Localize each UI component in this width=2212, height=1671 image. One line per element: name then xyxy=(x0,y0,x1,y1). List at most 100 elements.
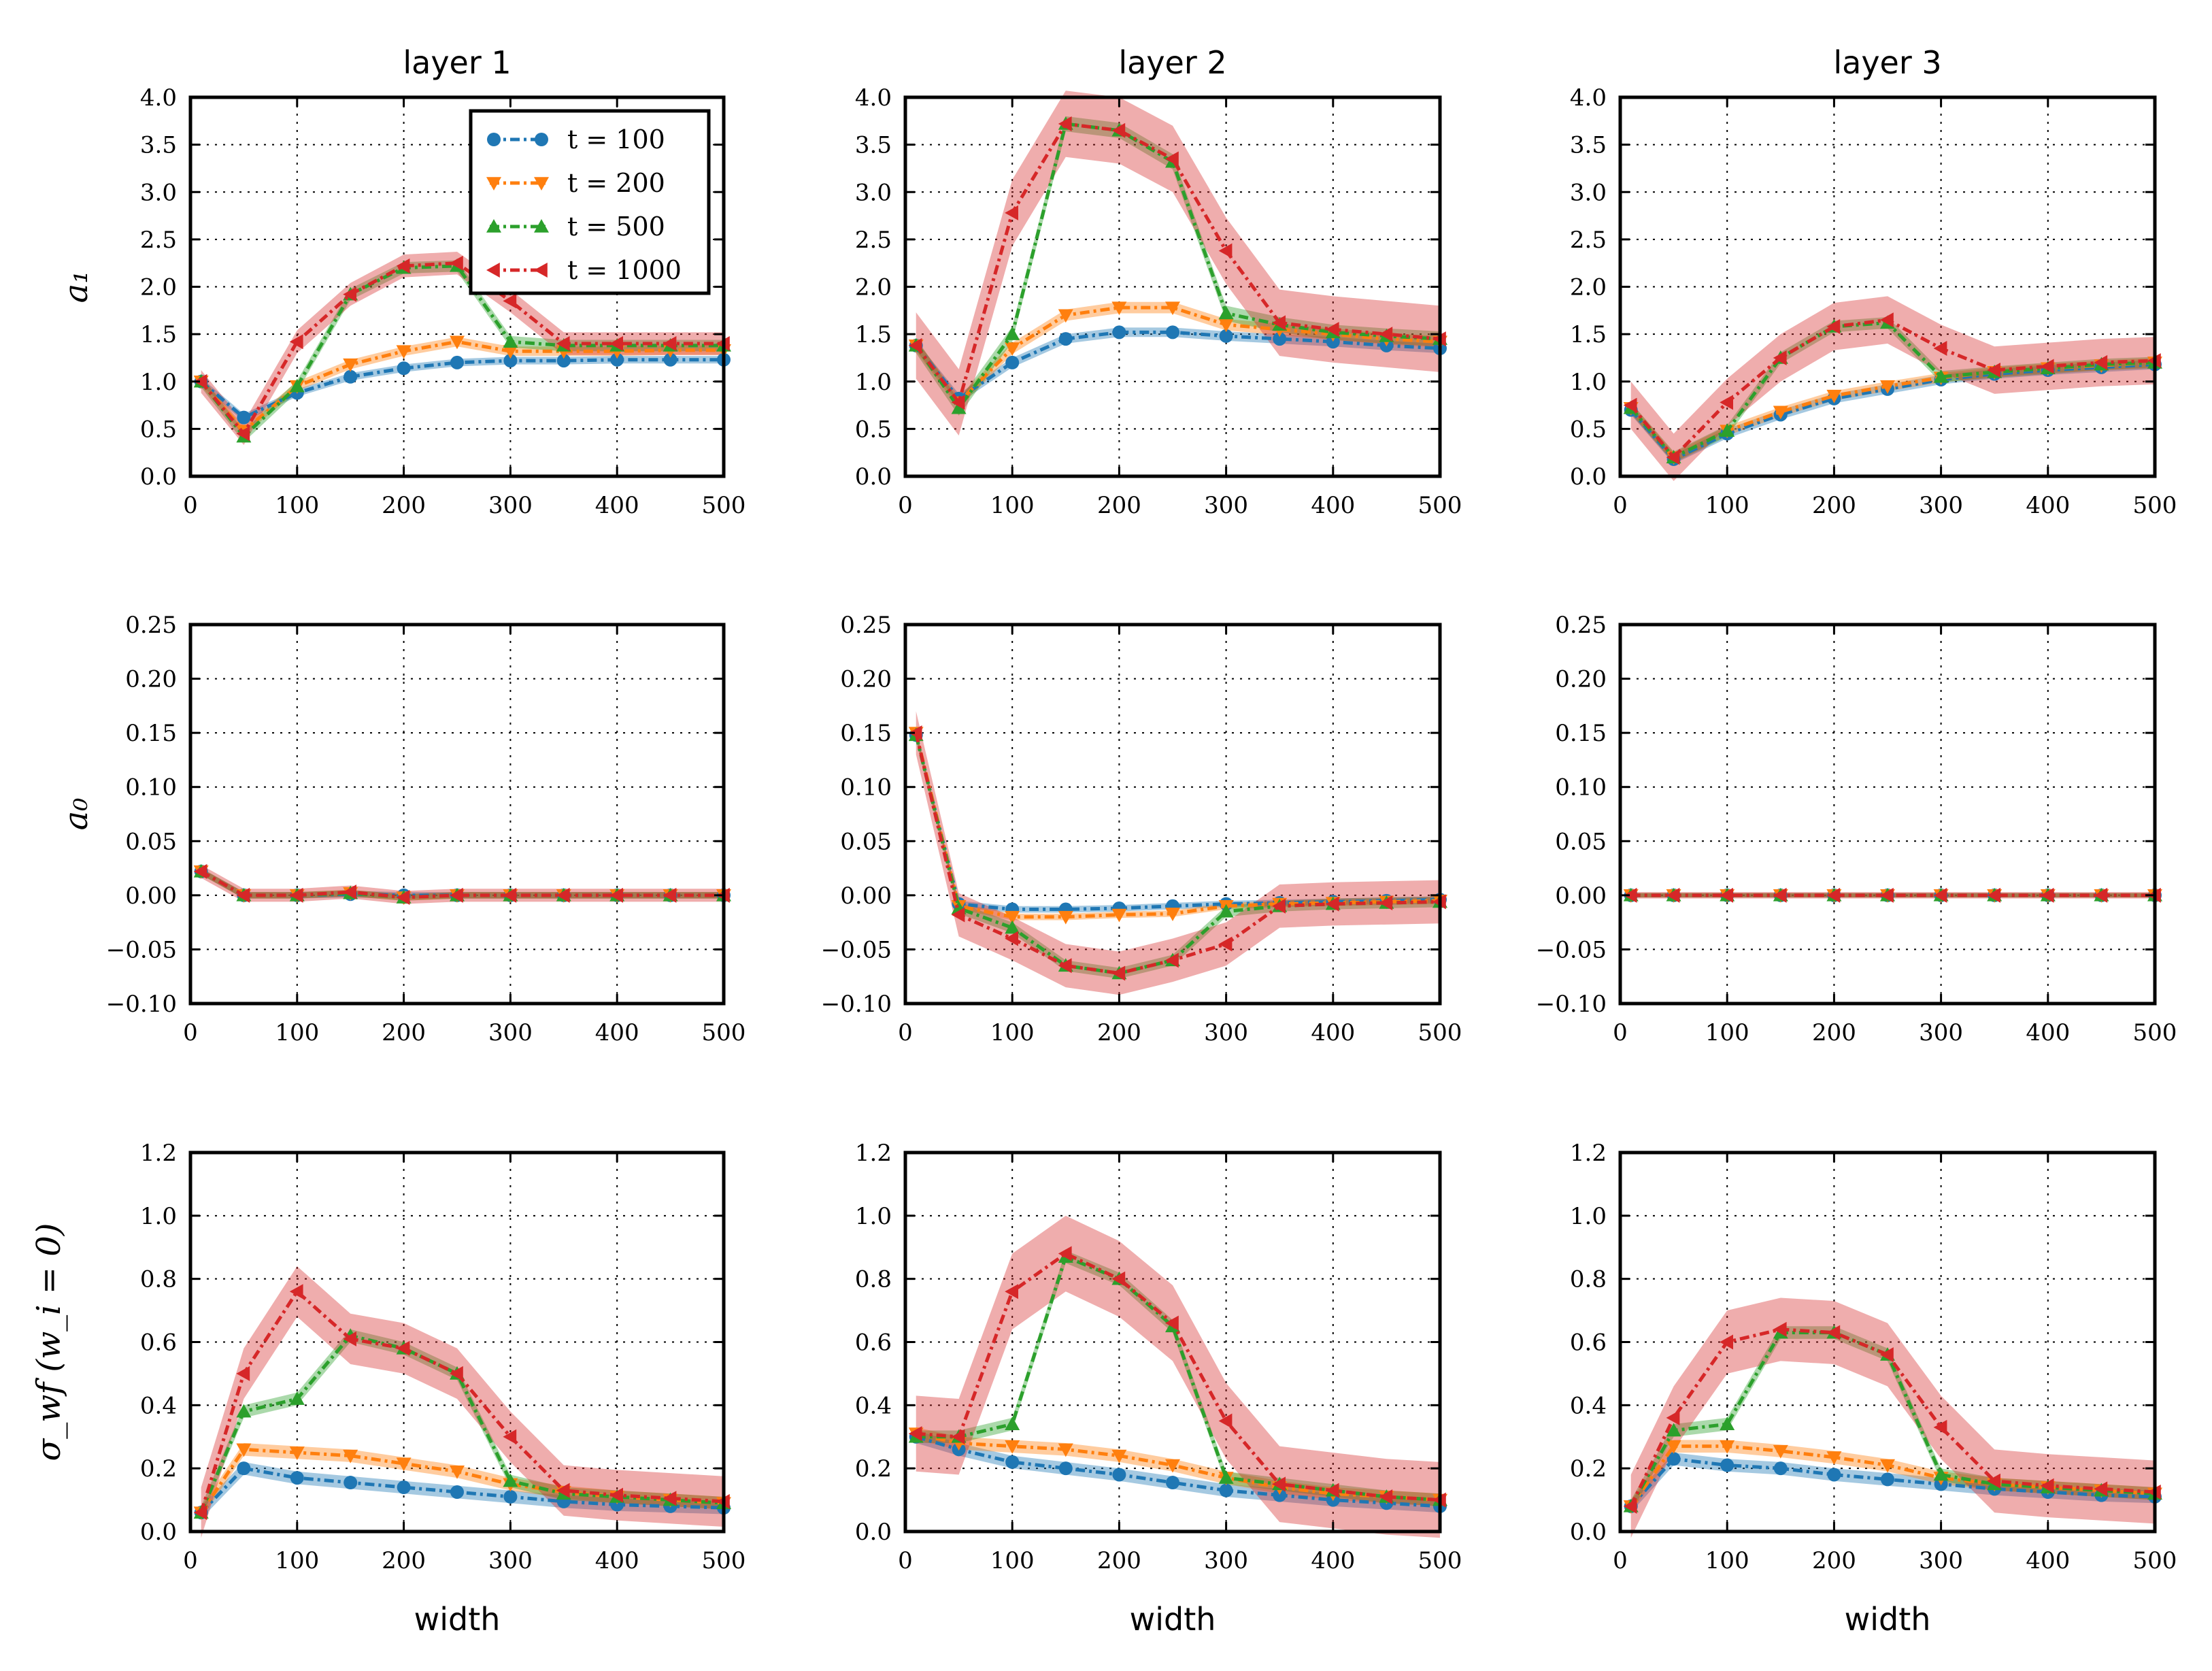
data-point xyxy=(908,725,922,741)
data-point xyxy=(343,286,356,302)
data-point xyxy=(908,1426,922,1442)
y-tick-label: 0.8 xyxy=(1570,1266,1607,1293)
data-point xyxy=(289,378,305,393)
x-tick-label: 500 xyxy=(2133,1547,2177,1574)
x-tick-label: 0 xyxy=(1613,1547,1628,1574)
data-point xyxy=(1666,887,1680,903)
data-point xyxy=(1111,1271,1126,1287)
data-point xyxy=(1272,315,1286,331)
series-line xyxy=(200,870,724,899)
legend xyxy=(469,109,711,295)
x-tick-label: 500 xyxy=(2133,1019,2177,1046)
data-point xyxy=(1880,887,1894,903)
x-tick-label: 300 xyxy=(488,492,533,519)
x-tick-label: 200 xyxy=(1097,492,1141,519)
x-tick-label: 500 xyxy=(2133,492,2177,519)
confidence-band xyxy=(1630,317,2155,463)
legend-marker xyxy=(534,177,549,191)
axes-frame xyxy=(903,623,1442,1006)
confidence-band xyxy=(916,90,1440,436)
x-tick-label: 100 xyxy=(990,492,1035,519)
data-point xyxy=(503,887,517,903)
x-axis-label: width xyxy=(1130,1601,1216,1638)
y-tick-label: −0.10 xyxy=(1536,991,1607,1018)
legend-marker xyxy=(486,219,501,233)
data-point xyxy=(450,255,463,271)
y-tick-label: 2.5 xyxy=(855,227,892,254)
data-point xyxy=(503,1429,517,1444)
series-line xyxy=(914,122,1441,412)
data-point xyxy=(1165,1459,1180,1473)
data-point xyxy=(237,410,251,425)
x-tick-label: 400 xyxy=(1311,492,1355,519)
data-point xyxy=(450,1466,465,1479)
panel-r0-c2 xyxy=(1618,95,2162,481)
y-tick-label: −0.10 xyxy=(106,991,177,1018)
x-tick-label: 300 xyxy=(1919,492,1963,519)
x-tick-label: 200 xyxy=(1812,1547,1856,1574)
data-point xyxy=(396,890,410,906)
data-point xyxy=(1112,1468,1126,1482)
legend-marker xyxy=(534,263,548,278)
data-point xyxy=(609,887,623,903)
x-tick-label: 500 xyxy=(702,1019,746,1046)
y-tick-label: 0.5 xyxy=(855,416,892,443)
y-tick-label: −0.05 xyxy=(1536,936,1607,963)
data-point xyxy=(343,358,358,372)
data-point xyxy=(1720,1458,1735,1472)
y-tick-label: 0.0 xyxy=(855,1519,892,1546)
y-tick-label: 0.20 xyxy=(1555,666,1607,693)
x-tick-label: 500 xyxy=(702,492,746,519)
y-axis-label: σ_wf (w_i = 0) xyxy=(30,1223,68,1461)
legend-marker xyxy=(486,263,500,278)
data-point xyxy=(1165,151,1179,167)
data-point xyxy=(1165,908,1180,921)
y-tick-label: 4.0 xyxy=(1570,84,1607,112)
data-point xyxy=(1005,205,1018,220)
y-tick-label: 0.10 xyxy=(125,774,177,801)
data-point xyxy=(1933,369,1949,383)
confidence-band xyxy=(916,1215,1440,1538)
data-point xyxy=(1880,1459,1895,1473)
data-point xyxy=(1325,322,1339,337)
data-point xyxy=(1111,965,1126,981)
data-point xyxy=(951,400,967,414)
data-point xyxy=(193,374,207,389)
data-point xyxy=(236,887,250,903)
x-tick-label: 200 xyxy=(1097,1547,1141,1574)
data-point xyxy=(1218,1470,1234,1484)
data-point xyxy=(1933,1419,1947,1435)
data-point xyxy=(503,354,518,368)
y-tick-label: 0.6 xyxy=(855,1329,892,1357)
data-point xyxy=(1720,395,1733,410)
x-tick-label: 100 xyxy=(1705,1019,1749,1046)
data-point xyxy=(1826,1451,1842,1465)
data-point xyxy=(1987,363,2000,378)
panel-r2-c1 xyxy=(903,1151,1447,1538)
panel-title: layer 3 xyxy=(1833,44,1941,81)
x-tick-label: 400 xyxy=(1311,1019,1355,1046)
data-point xyxy=(1165,953,1179,968)
y-tick-label: 4.0 xyxy=(140,84,177,112)
data-point xyxy=(1005,920,1020,934)
legend-box xyxy=(469,109,711,295)
data-point xyxy=(1773,1321,1787,1337)
legend-marker xyxy=(534,219,549,233)
data-point xyxy=(1880,312,1894,328)
data-point xyxy=(556,354,571,368)
data-point xyxy=(951,395,965,410)
data-point xyxy=(1933,341,1947,357)
x-tick-label: 400 xyxy=(2026,492,2070,519)
y-tick-label: 0.0 xyxy=(1570,1519,1607,1546)
y-tick-label: 0.4 xyxy=(1570,1392,1607,1419)
panel-r1-c0 xyxy=(188,623,731,1006)
x-tick-label: 100 xyxy=(275,1547,319,1574)
y-tick-label: 0.0 xyxy=(140,1519,177,1546)
y-tick-label: 0.05 xyxy=(125,828,177,855)
series-line xyxy=(199,1289,724,1513)
y-axis-label: a₁ xyxy=(57,271,95,303)
data-point xyxy=(1987,1473,2000,1489)
data-point xyxy=(1720,887,1733,903)
y-tick-label: 0.0 xyxy=(1570,463,1607,491)
legend-marker xyxy=(486,177,501,191)
